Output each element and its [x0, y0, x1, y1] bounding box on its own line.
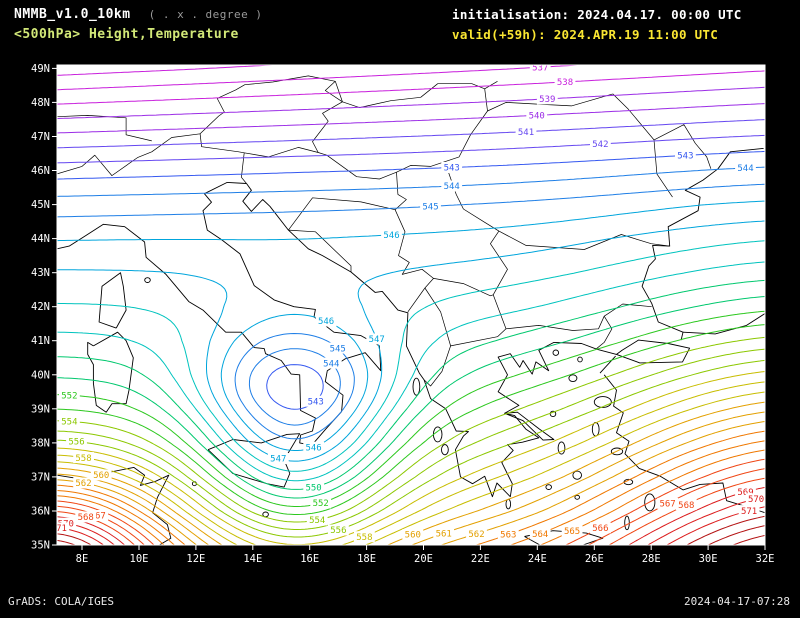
svg-text:571: 571	[741, 507, 757, 517]
svg-text:543: 543	[677, 152, 693, 162]
svg-text:26E: 26E	[585, 553, 604, 565]
svg-text:560: 560	[93, 471, 109, 481]
x-axis-ticks: 8E 10E 12E 14E 16E 18E 20E 22E 24E 26E 28E 30E 32E	[76, 545, 775, 565]
svg-text:567: 567	[90, 512, 106, 522]
svg-text:568: 568	[78, 513, 94, 523]
svg-text:544: 544	[323, 359, 339, 369]
svg-text:570: 570	[748, 495, 764, 505]
svg-text:544: 544	[737, 164, 753, 174]
svg-text:30E: 30E	[699, 553, 718, 565]
svg-text:560: 560	[405, 531, 421, 541]
svg-text:554: 554	[61, 418, 77, 428]
svg-text:546: 546	[305, 443, 321, 453]
valid-time: valid(+59h): 2024.APR.19 11:00 UTC	[452, 27, 719, 42]
svg-text:47N: 47N	[31, 131, 50, 143]
svg-text:10E: 10E	[130, 553, 149, 565]
svg-text:546: 546	[383, 231, 399, 241]
svg-text:547: 547	[369, 335, 385, 345]
svg-text:40N: 40N	[31, 369, 50, 381]
svg-text:561: 561	[436, 530, 452, 540]
svg-text:39N: 39N	[31, 403, 50, 415]
svg-text:24E: 24E	[528, 553, 547, 565]
svg-text:14E: 14E	[243, 553, 262, 565]
svg-text:543: 543	[444, 164, 460, 174]
svg-text:49N: 49N	[31, 63, 50, 75]
field-title: <500hPa> Height,Temperature	[14, 27, 239, 42]
svg-text:16E: 16E	[300, 553, 319, 565]
svg-text:12E: 12E	[186, 553, 205, 565]
svg-text:36N: 36N	[31, 506, 50, 518]
svg-text:554: 554	[309, 516, 325, 526]
svg-text:545: 545	[422, 203, 438, 213]
country-borders	[57, 75, 712, 387]
svg-text:44N: 44N	[31, 233, 50, 245]
svg-text:556: 556	[68, 438, 84, 448]
svg-text:562: 562	[468, 530, 484, 540]
svg-text:18E: 18E	[357, 553, 376, 565]
svg-text:564: 564	[532, 530, 548, 540]
svg-text:20E: 20E	[414, 553, 433, 565]
svg-text:28E: 28E	[642, 553, 661, 565]
svg-text:48N: 48N	[31, 97, 50, 109]
model-name: NMMB_v1.0_10km	[14, 7, 131, 22]
svg-text:545: 545	[330, 344, 346, 354]
svg-text:547: 547	[270, 455, 286, 465]
svg-text:537: 537	[532, 63, 548, 73]
svg-text:541: 541	[518, 128, 534, 138]
svg-text:37N: 37N	[31, 471, 50, 483]
svg-text:558: 558	[356, 533, 372, 543]
svg-text:41N: 41N	[31, 335, 50, 347]
svg-text:22E: 22E	[471, 553, 490, 565]
model-line: NMMB_v1.0_10km ( . x . degree )	[14, 7, 263, 22]
svg-text:8E: 8E	[76, 553, 89, 565]
svg-text:542: 542	[592, 140, 608, 150]
init-time: initialisation: 2024.04.17. 00:00 UTC	[452, 7, 742, 22]
svg-text:543: 543	[308, 397, 324, 407]
svg-text:568: 568	[678, 501, 694, 511]
svg-text:569: 569	[737, 488, 753, 498]
svg-text:538: 538	[557, 78, 573, 88]
contour-lines	[57, 65, 765, 545]
svg-text:556: 556	[330, 526, 346, 536]
svg-text:562: 562	[75, 479, 91, 489]
svg-text:38N: 38N	[31, 437, 50, 449]
svg-text:558: 558	[75, 454, 91, 464]
svg-text:552: 552	[313, 499, 329, 509]
svg-text:565: 565	[564, 527, 580, 537]
svg-text:35N: 35N	[31, 540, 50, 552]
svg-text:571: 571	[51, 524, 67, 534]
plot-frame	[56, 64, 766, 546]
grads-stamp: GrADS: COLA/IGES	[8, 595, 114, 608]
svg-text:539: 539	[539, 95, 555, 105]
resolution-note: ( . x . degree )	[148, 8, 263, 21]
creation-timestamp: 2024-04-17-07:28	[684, 595, 790, 608]
svg-text:563: 563	[500, 531, 516, 541]
y-axis-ticks: 35N 36N 37N 38N 39N 40N 41N 42N 43N 44N 45N 46N 47N 4…	[31, 63, 57, 552]
svg-text:566: 566	[592, 524, 608, 534]
svg-text:552: 552	[61, 391, 77, 401]
header-left: NMMB_v1.0_10km ( . x . degree ) <500hPa> …	[14, 7, 263, 42]
svg-text:45N: 45N	[31, 199, 50, 211]
header-right: initialisation: 2024.04.17. 00:00 UTC va…	[452, 7, 742, 42]
svg-text:550: 550	[305, 484, 321, 494]
svg-text:43N: 43N	[31, 267, 50, 279]
svg-text:540: 540	[529, 112, 545, 122]
svg-text:32E: 32E	[756, 553, 775, 565]
plot-background	[57, 65, 765, 545]
svg-text:546: 546	[318, 317, 334, 327]
svg-text:567: 567	[659, 500, 675, 510]
svg-text:46N: 46N	[31, 165, 50, 177]
svg-text:544: 544	[444, 182, 460, 192]
svg-text:42N: 42N	[31, 301, 50, 313]
